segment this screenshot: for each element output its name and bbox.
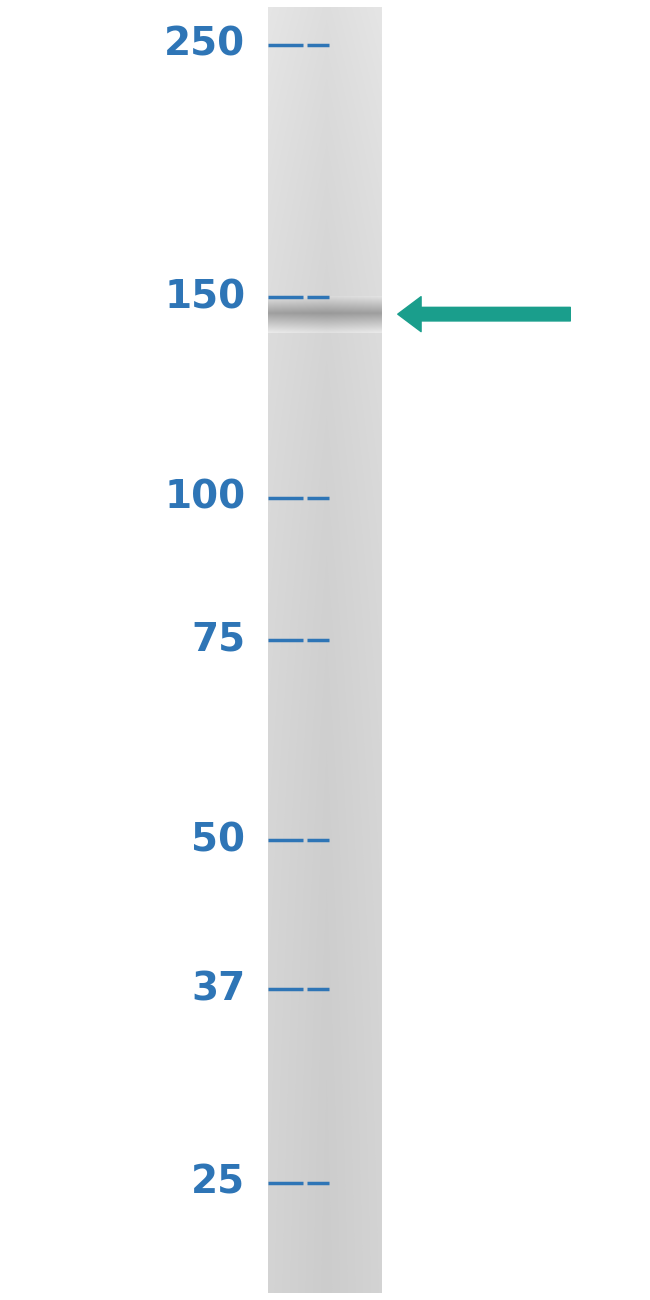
Text: 37: 37 [191, 970, 246, 1008]
Text: 25: 25 [191, 1164, 246, 1201]
Text: 150: 150 [164, 278, 246, 316]
Text: 75: 75 [191, 621, 246, 659]
Text: 100: 100 [164, 478, 246, 517]
Text: 250: 250 [164, 26, 246, 64]
Text: 50: 50 [192, 822, 246, 859]
